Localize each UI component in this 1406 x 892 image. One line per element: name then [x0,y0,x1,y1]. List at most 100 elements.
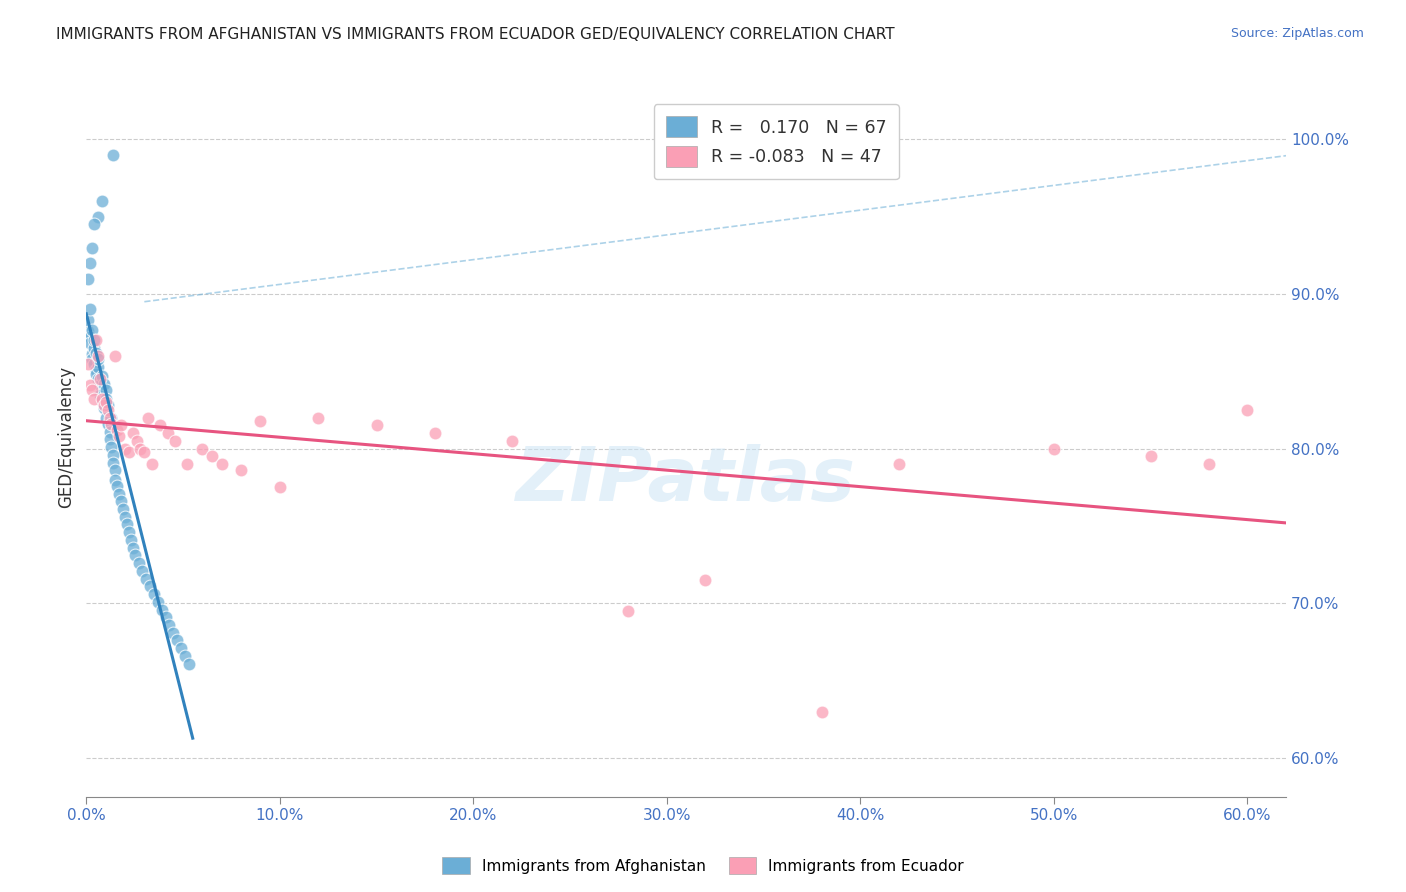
Point [121,426,143,441]
Point [143,587,166,601]
Point [90,368,112,383]
Point [90,393,112,408]
Point [150,602,173,616]
Point [84,345,107,359]
Point [83,341,105,355]
Point [90,392,112,406]
Point [269,480,291,494]
Point [83,218,105,232]
Point [166,633,188,648]
Point [110,494,132,508]
Text: IMMIGRANTS FROM AFGHANISTAN VS IMMIGRANTS FROM ECUADOR GED/EQUIVALENCY CORRELATI: IMMIGRANTS FROM AFGHANISTAN VS IMMIGRANT… [56,27,894,42]
Point [94,410,117,425]
Point [84,368,107,382]
Point [104,463,127,477]
Point [97,417,120,431]
Point [501,434,523,448]
Point [211,457,233,471]
Point [135,572,157,586]
Point [82,351,104,366]
Point [1236,403,1258,417]
Point [103,148,125,162]
Point [112,502,135,516]
Point [82,347,104,361]
Point [810,705,832,719]
Point [146,595,169,609]
Point [1198,457,1220,471]
Point [103,456,125,470]
Point [110,418,132,433]
Point [77,357,100,371]
Point [87,351,110,366]
Point [128,556,150,570]
Point [165,434,187,448]
Point [79,330,101,344]
Point [423,426,446,441]
Text: Source: ZipAtlas.com: Source: ZipAtlas.com [1230,27,1364,40]
Legend: Immigrants from Afghanistan, Immigrants from Ecuador: Immigrants from Afghanistan, Immigrants … [436,851,970,880]
Point [104,349,127,363]
Point [79,256,101,270]
Point [105,479,128,493]
Point [121,541,143,555]
Point [77,271,100,285]
Point [98,433,121,447]
Point [94,392,117,406]
Point [103,448,125,462]
Point [90,194,112,209]
Point [83,334,105,348]
Point [176,457,198,471]
Point [83,392,105,406]
Point [87,372,110,386]
Point [249,414,271,428]
Point [79,302,101,317]
Point [77,324,100,338]
Point [87,349,110,363]
Point [108,486,131,500]
Point [79,378,101,392]
Point [105,423,128,437]
Point [93,401,115,416]
Point [129,442,152,456]
Point [114,442,136,456]
Point [125,434,148,448]
Point [229,463,252,477]
Point [108,429,131,443]
Point [139,579,162,593]
Point [87,359,110,374]
Point [118,444,141,458]
Point [120,533,142,547]
Point [97,403,120,417]
Point [174,648,197,663]
Point [89,378,111,392]
Point [100,440,122,454]
Legend: R =   0.170   N = 67, R = -0.083   N = 47: R = 0.170 N = 67, R = -0.083 N = 47 [654,104,898,179]
Point [98,410,121,425]
Point [191,442,214,456]
Point [118,525,141,540]
Point [84,334,107,348]
Point [887,457,910,471]
Point [149,418,172,433]
Point [115,517,138,532]
Point [83,357,105,371]
Point [162,625,184,640]
Point [84,363,107,377]
Point [159,618,181,632]
Point [695,573,717,587]
Point [94,395,117,409]
Point [100,410,122,425]
Point [366,418,388,433]
Point [79,336,101,351]
Point [131,564,153,578]
Point [124,549,146,563]
Y-axis label: GED/Equivalency: GED/Equivalency [58,366,75,508]
Point [1139,450,1161,464]
Point [201,450,224,464]
Point [82,322,104,336]
Point [617,604,640,618]
Point [134,444,156,458]
Point [82,383,104,397]
Point [1042,442,1064,456]
Point [170,641,193,656]
